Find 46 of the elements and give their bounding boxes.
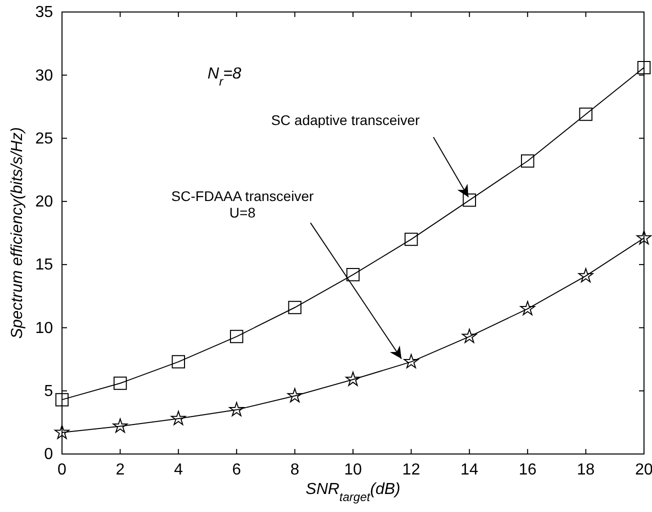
point — [288, 300, 302, 314]
x-tick-label: 4 — [174, 461, 183, 478]
point — [520, 300, 536, 316]
point — [229, 402, 244, 416]
point — [578, 268, 594, 282]
annotation: SC-FDAAA transceiver U=8 — [171, 188, 314, 221]
point — [114, 376, 127, 390]
x-tick-label: 8 — [290, 461, 300, 478]
y-tick-label: 25 — [35, 130, 54, 148]
point — [579, 108, 592, 121]
y-tick-label: 35 — [35, 4, 54, 22]
point — [55, 393, 69, 406]
x-tick-label: 10 — [344, 461, 362, 478]
point — [520, 154, 534, 168]
x-tick-label: 20 — [635, 461, 652, 478]
point — [462, 194, 476, 207]
annotation: N$_{r}$=8 — [208, 65, 242, 88]
y-tick-label: 15 — [35, 256, 54, 274]
point — [404, 232, 418, 246]
point — [54, 424, 70, 439]
x-tick-label: 16 — [518, 461, 537, 478]
x-tick-label: 2 — [116, 461, 125, 478]
point — [170, 410, 186, 426]
y-tick-label: 30 — [35, 67, 54, 84]
point — [404, 354, 419, 368]
point — [346, 268, 360, 282]
point — [346, 372, 360, 386]
x-tick-label: 6 — [232, 461, 242, 478]
point — [462, 328, 477, 343]
y-tick-label: 5 — [44, 382, 54, 400]
x-tick-label: 0 — [58, 461, 67, 478]
y-tick-label: 10 — [35, 320, 54, 337]
point — [230, 330, 244, 344]
y-axis-title: Spectrum efficiency(bits/s/Hz) — [9, 127, 26, 339]
y-tick-label: 20 — [35, 194, 54, 211]
point — [172, 355, 186, 368]
point — [636, 230, 652, 244]
point — [112, 418, 128, 433]
x-tick-label: 18 — [576, 461, 595, 478]
point — [637, 60, 651, 74]
x-tick-label: 14 — [460, 461, 478, 478]
y-tick-label: 0 — [44, 446, 54, 464]
point — [287, 388, 302, 402]
annotation: SC adaptive transceiver — [271, 112, 420, 128]
x-axis-title: SNR$_{target}$(dB) — [306, 481, 400, 504]
x-tick-label: 12 — [402, 461, 420, 478]
